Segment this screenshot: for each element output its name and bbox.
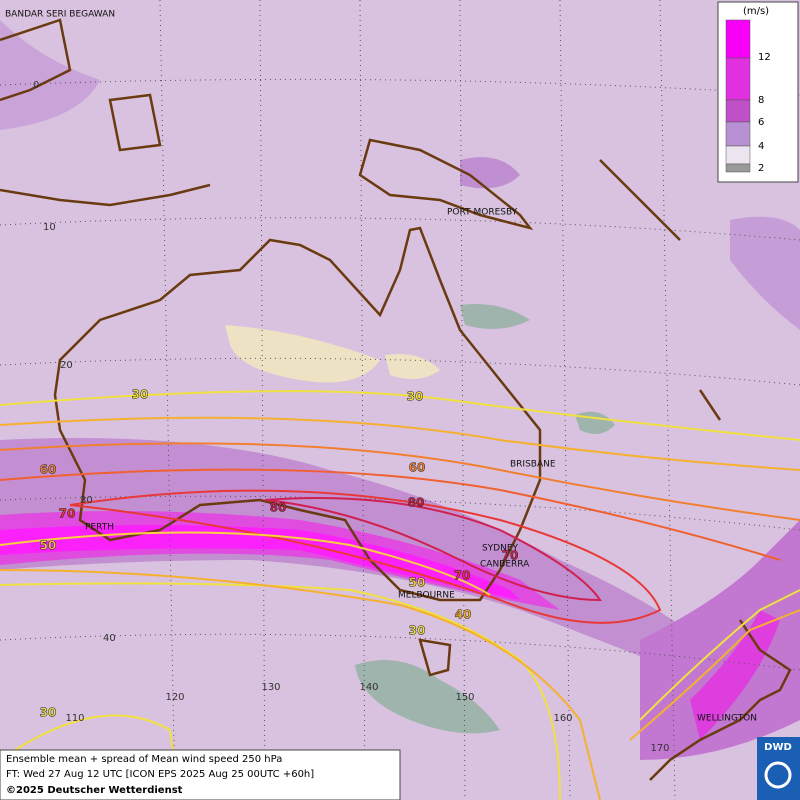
contour-label: 70: [454, 569, 471, 583]
colorbar: [725, 19, 751, 173]
sea-patches: [355, 304, 615, 734]
lon-label: 170: [650, 743, 669, 754]
contour-label: 80: [270, 501, 287, 515]
contour-label: 30: [407, 390, 424, 404]
logo-box: [757, 737, 800, 800]
lon-label: 140: [359, 682, 378, 693]
city-label: MELBOURNE: [398, 591, 455, 601]
city-label: WELLINGTON: [697, 714, 757, 724]
contour-label: 50: [40, 539, 57, 553]
contour-label: 30: [409, 624, 426, 638]
logo-text: DWD: [764, 742, 792, 753]
legend-tick-label: 4: [758, 141, 764, 152]
contour-label: 80: [408, 496, 425, 510]
city-label: PERTH: [85, 523, 114, 533]
lon-label: 160: [553, 713, 572, 724]
lon-label: 150: [455, 692, 474, 703]
city-label: BANDAR SERI BEGAWAN: [5, 10, 115, 20]
lat-label: 20: [60, 360, 73, 371]
logo-swirl: [764, 761, 792, 789]
city-label: PORT MORESBY: [447, 208, 518, 218]
legend-tick-label: 2: [758, 163, 764, 174]
contour-label: 50: [409, 576, 426, 590]
weak-wind: [225, 325, 440, 383]
lon-label: 110: [65, 713, 84, 724]
contour-label: 30: [40, 706, 57, 720]
contour-label: 60: [40, 463, 57, 477]
lon-label: 130: [261, 682, 280, 693]
legend-tick-label: 8: [758, 95, 764, 106]
contour-label: 60: [409, 461, 426, 475]
footer-line: FT: Wed 27 Aug 12 UTC [ICON EPS 2025 Aug…: [6, 769, 314, 780]
lat-label: 10: [43, 222, 56, 233]
contour-lines: [0, 390, 800, 800]
coastline: [0, 18, 792, 781]
contour-label: 40: [455, 608, 472, 622]
city-label: CANBERRA: [480, 560, 530, 570]
contour-label: 70: [502, 549, 519, 563]
city-label: SYDNEY: [482, 544, 519, 554]
footer-box: [0, 749, 401, 800]
legend-tick-label: 12: [758, 52, 771, 63]
footer-line: Ensemble mean + spread of Mean wind spee…: [6, 754, 282, 765]
lat-label: 40: [103, 633, 116, 644]
lon-label: 120: [165, 692, 184, 703]
lat-label: 30: [80, 495, 93, 506]
footer-line: ©2025 Deutscher Wetterdienst: [6, 785, 183, 796]
contour-label: 30: [132, 388, 149, 402]
legend-tick-label: 6: [758, 117, 764, 128]
city-label: BRISBANE: [510, 460, 556, 470]
contour-label: 70: [59, 507, 76, 521]
legend-title: (m/s): [743, 6, 769, 17]
lat-label: 0: [33, 80, 39, 91]
